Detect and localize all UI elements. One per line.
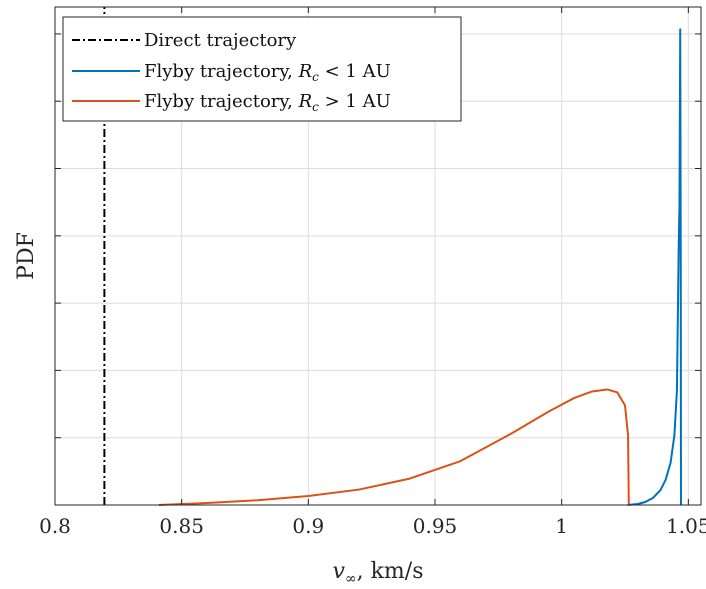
legend-item-flyby-outer: Flyby trajectory, Rc > 1 AU xyxy=(72,91,391,114)
x-tick-label: 1.05 xyxy=(666,514,706,538)
x-tick-label: 0.85 xyxy=(159,514,204,538)
legend-label-flyby-inner: Flyby trajectory, Rc < 1 AU xyxy=(144,61,391,84)
series-flyby-outer xyxy=(158,388,630,506)
y-axis-title: PDF xyxy=(14,232,39,280)
legend-label-flyby-outer: Flyby trajectory, Rc > 1 AU xyxy=(144,91,391,114)
legend-item-direct: Direct trajectory xyxy=(72,30,297,51)
plot-frame xyxy=(54,6,702,506)
legend-box xyxy=(62,16,462,122)
tick-layer: 0.8 0.85 0.9 0.95 1 1.05 xyxy=(39,7,706,538)
x-tick-label: 0.95 xyxy=(413,514,458,538)
x-tick-label: 0.9 xyxy=(292,514,324,538)
legend-label-direct: Direct trajectory xyxy=(144,30,297,51)
legend: Direct trajectory Flyby trajectory, Rc <… xyxy=(62,16,462,122)
x-tick-label: 0.8 xyxy=(39,514,71,538)
x-tick-label: 1 xyxy=(555,514,568,538)
legend-item-flyby-inner: Flyby trajectory, Rc < 1 AU xyxy=(72,61,391,84)
series-layer xyxy=(103,7,682,506)
x-axis-title: v∞, km/s xyxy=(333,559,424,587)
series-flyby-inner xyxy=(627,28,682,506)
